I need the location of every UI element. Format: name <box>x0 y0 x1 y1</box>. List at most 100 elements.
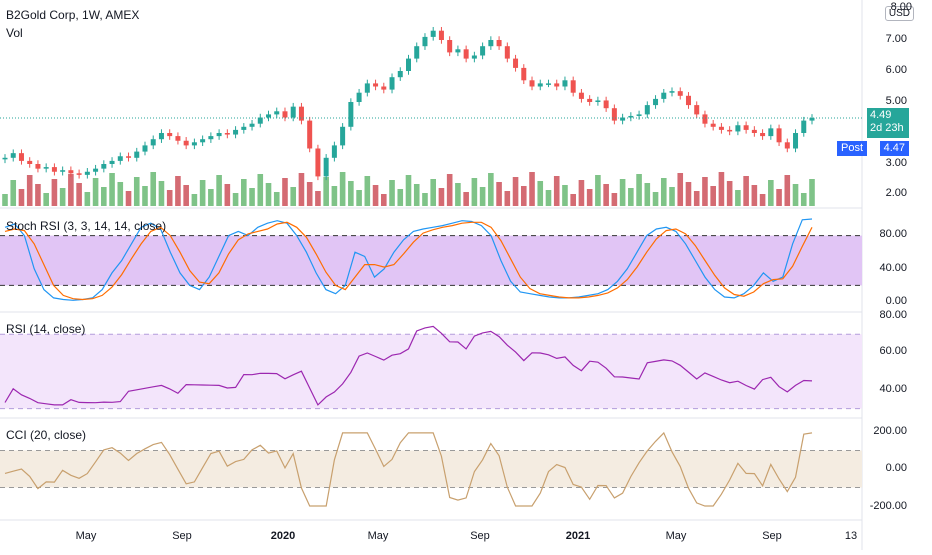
rsi-title[interactable]: RSI (14, close) <box>6 322 86 336</box>
candle-body <box>76 173 82 175</box>
volume-bar <box>800 193 807 206</box>
candle-body <box>389 77 395 90</box>
candle-body <box>496 40 502 47</box>
volume-bar <box>603 184 609 206</box>
volume-bar <box>693 191 700 206</box>
volume-bar <box>455 183 461 206</box>
candle-body <box>406 58 411 71</box>
cci-axis-label: 200.00 <box>873 425 907 437</box>
candle-body <box>257 117 263 124</box>
time-axis-label: Sep <box>762 530 782 542</box>
candle-body <box>677 91 683 96</box>
time-axis-label: 2021 <box>565 530 591 542</box>
volume-bar <box>537 181 544 206</box>
candle-body <box>537 83 543 87</box>
stoch-k-line <box>4 218 813 301</box>
rsi-axis-label: 40.00 <box>879 383 907 395</box>
volume-bar <box>759 194 766 206</box>
time-axis-label: May <box>665 530 687 542</box>
volume-bar <box>430 179 437 206</box>
volume-bar <box>323 177 329 206</box>
candle-body <box>603 100 609 109</box>
volume-bar <box>586 189 593 206</box>
candle-body <box>587 98 593 102</box>
volume-bar <box>718 172 725 206</box>
rsi-line <box>4 325 813 406</box>
candle-body <box>760 133 766 137</box>
symbol-title[interactable]: B2Gold Corp, 1W, AMEX <box>6 8 140 22</box>
candle-body <box>735 125 741 132</box>
volume-bar <box>224 184 231 206</box>
volume-bar <box>43 193 49 206</box>
candle-body <box>142 145 148 152</box>
volume-bar <box>191 194 198 206</box>
volume-bar <box>35 184 41 206</box>
candle-body <box>27 160 33 164</box>
candle-body <box>208 136 214 140</box>
volume-bar <box>68 174 74 206</box>
candle-body <box>513 58 519 68</box>
candle-body <box>414 46 420 59</box>
price-axis-label: 8.00 <box>890 1 912 13</box>
volume-bar <box>2 194 8 206</box>
volume-bar <box>372 185 379 206</box>
time-axis-label: 13 <box>844 530 858 542</box>
volume-bar <box>348 181 354 206</box>
candle-body <box>809 117 815 121</box>
candle-body <box>793 133 799 149</box>
candle-body <box>455 49 461 53</box>
volume-bar <box>339 172 346 206</box>
volume-label[interactable]: Vol <box>6 26 23 40</box>
candle-body <box>727 129 733 132</box>
price-axis-label: 2.00 <box>885 187 907 199</box>
candle-body <box>463 49 469 59</box>
time-axis-label: Sep <box>172 530 192 542</box>
volume-bar <box>545 190 552 206</box>
cci-band <box>0 450 862 488</box>
volume-bar <box>166 190 173 206</box>
volume-bar <box>768 180 774 206</box>
volume-bar <box>59 188 66 206</box>
volume-bar <box>702 177 708 206</box>
candle-body <box>315 148 321 177</box>
candle-body <box>109 160 115 164</box>
candle-body <box>562 80 568 87</box>
volume-bar <box>471 178 478 206</box>
cci-line <box>4 431 813 507</box>
candle-body <box>183 140 189 146</box>
stoch-rsi-title[interactable]: Stoch RSI (3, 3, 14, 14, close) <box>6 219 167 233</box>
candle-body <box>397 71 403 78</box>
candle-body <box>801 120 807 133</box>
candle-body <box>644 105 650 115</box>
cci-title[interactable]: CCI (20, close) <box>6 428 87 442</box>
candle-body <box>175 136 181 141</box>
volume-bar <box>315 191 321 206</box>
rsi-axis-label: 60.00 <box>879 345 907 357</box>
volume-bar <box>644 183 651 206</box>
candle-body <box>628 115 634 118</box>
volume-bar <box>150 172 157 206</box>
candle-body <box>340 126 346 146</box>
volume-bar <box>570 194 576 206</box>
volume-bar <box>479 187 486 206</box>
candle-body <box>51 167 57 172</box>
candle-body <box>578 92 584 99</box>
volume-bar <box>51 179 58 206</box>
volume-bar <box>562 185 568 206</box>
candle-body <box>158 133 164 140</box>
candle-body <box>241 126 247 130</box>
post-market-label: Post <box>836 141 867 156</box>
volume-bar <box>298 173 305 206</box>
candle-body <box>743 125 749 130</box>
volume-bar <box>413 184 420 206</box>
candle-body <box>290 106 296 118</box>
volume-bar <box>199 180 206 206</box>
time-axis-label: May <box>75 530 97 542</box>
stoch-d-line <box>4 221 813 301</box>
currency-selector[interactable]: USD <box>884 6 914 21</box>
volume-bar <box>677 173 684 206</box>
candle-body <box>438 30 444 40</box>
candle-body <box>381 86 387 90</box>
